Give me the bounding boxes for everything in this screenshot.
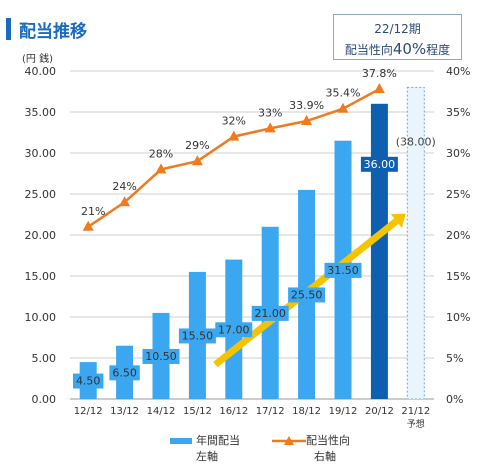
payout-label: 33% — [258, 106, 282, 119]
bar-value-label: 25.50 — [291, 288, 323, 301]
left-tick-label: 30.00 — [25, 147, 57, 160]
right-tick-label: 35% — [446, 106, 470, 119]
bar — [370, 103, 388, 400]
bar-label-bg — [215, 322, 253, 338]
payout-marker — [264, 122, 276, 133]
legend-bar-label: 年間配当 — [196, 434, 240, 447]
payout-marker — [119, 196, 131, 207]
legend-line-label: 配当性向 — [306, 434, 350, 447]
payout-marker — [301, 115, 313, 126]
x-tick-label: 20/12 — [365, 406, 394, 417]
x-tick-label: 13/12 — [110, 406, 139, 417]
payout-label: 37.8% — [362, 67, 397, 80]
left-tick-label: 15.00 — [25, 270, 57, 283]
bar-value-label: 4.50 — [76, 375, 101, 388]
payout-label: 35.4% — [326, 87, 361, 100]
x-tick-sublabel: 予想 — [407, 418, 425, 430]
right-tick-label: 15% — [446, 270, 470, 283]
payout-marker — [191, 155, 203, 166]
payout-marker — [155, 163, 167, 174]
title-block: 配当推移 — [6, 18, 87, 42]
left-axis-unit: (円 銭) — [22, 54, 53, 65]
payout-label: 32% — [222, 115, 246, 128]
left-tick-label: 0.00 — [32, 393, 57, 406]
legend-line: 配当性向 右軸 — [272, 432, 350, 464]
legend-bar-swatch — [170, 438, 192, 444]
payout-label: 29% — [185, 139, 209, 152]
legend-line-swatch — [272, 436, 306, 445]
right-tick-label: 30% — [446, 147, 470, 160]
bar-label-bg — [324, 262, 362, 278]
right-tick-label: 25% — [446, 188, 470, 201]
bar-value-label: 17.00 — [218, 323, 250, 336]
x-tick-label: 16/12 — [219, 406, 248, 417]
bar-value-label: 36.00 — [364, 158, 396, 171]
right-tick-label: 40% — [446, 65, 470, 78]
trend-arrow-head — [390, 213, 406, 229]
legend-bar: 年間配当 左軸 — [170, 432, 240, 464]
note-value: 40% — [392, 40, 427, 58]
payout-label: 33.9% — [289, 99, 324, 112]
left-tick-label: 35.00 — [25, 106, 57, 119]
bar-label-bg — [109, 365, 140, 381]
bar-value-label: 21.00 — [254, 307, 286, 320]
payout-label: 21% — [81, 205, 105, 218]
left-tick-label: 40.00 — [25, 65, 57, 78]
payout-marker — [373, 83, 385, 94]
bar-label-bg — [360, 156, 398, 172]
legend-bar-axis: 左軸 — [196, 450, 218, 463]
x-tick-label: 15/12 — [183, 406, 212, 417]
x-tick-label: 21/12 — [401, 406, 430, 417]
bar-value-label: 31.50 — [327, 264, 359, 277]
note-period: 22/12期 — [374, 22, 421, 36]
right-tick-label: 5% — [446, 352, 463, 365]
x-tick-label: 14/12 — [147, 406, 176, 417]
right-tick-label: 20% — [446, 229, 470, 242]
payout-label: 24% — [112, 180, 136, 193]
legend-line-axis: 右軸 — [314, 450, 336, 463]
bar-label-bg — [142, 348, 180, 364]
left-tick-label: 25.00 — [25, 188, 57, 201]
left-tick-label: 10.00 — [25, 311, 57, 324]
bar-value-label: 15.50 — [182, 329, 214, 342]
page-title: 配当推移 — [19, 21, 87, 42]
bar-value-label: 10.50 — [145, 350, 177, 363]
right-tick-label: 0% — [446, 393, 463, 406]
bar-label-bg — [178, 328, 216, 344]
left-tick-label: 20.00 — [25, 229, 57, 242]
forecast-note-box: 22/12期 配当性向40%程度 — [333, 14, 462, 60]
left-tick-label: 5.00 — [32, 352, 57, 365]
x-tick-label: 18/12 — [292, 406, 321, 417]
note-prefix: 配当性向 — [344, 43, 393, 57]
payout-marker — [82, 220, 94, 231]
bar-label-bg — [288, 287, 326, 303]
payout-label: 28% — [149, 147, 173, 160]
note-suffix: 程度 — [426, 43, 451, 57]
right-tick-label: 10% — [446, 311, 470, 324]
bar-value-label: 6.50 — [112, 366, 137, 379]
x-tick-label: 17/12 — [256, 406, 285, 417]
payout-marker — [337, 102, 349, 113]
bar-label-bg — [251, 305, 289, 321]
x-tick-label: 12/12 — [74, 406, 103, 417]
payout-marker — [228, 130, 240, 141]
bar-forecast — [406, 86, 425, 400]
note-payout: 配当性向40%程度 — [334, 40, 461, 58]
x-tick-label: 19/12 — [329, 406, 358, 417]
title-accent-bar — [6, 18, 11, 40]
bar-label-bg — [73, 373, 104, 389]
bar-value-label: (38.00) — [396, 135, 436, 148]
